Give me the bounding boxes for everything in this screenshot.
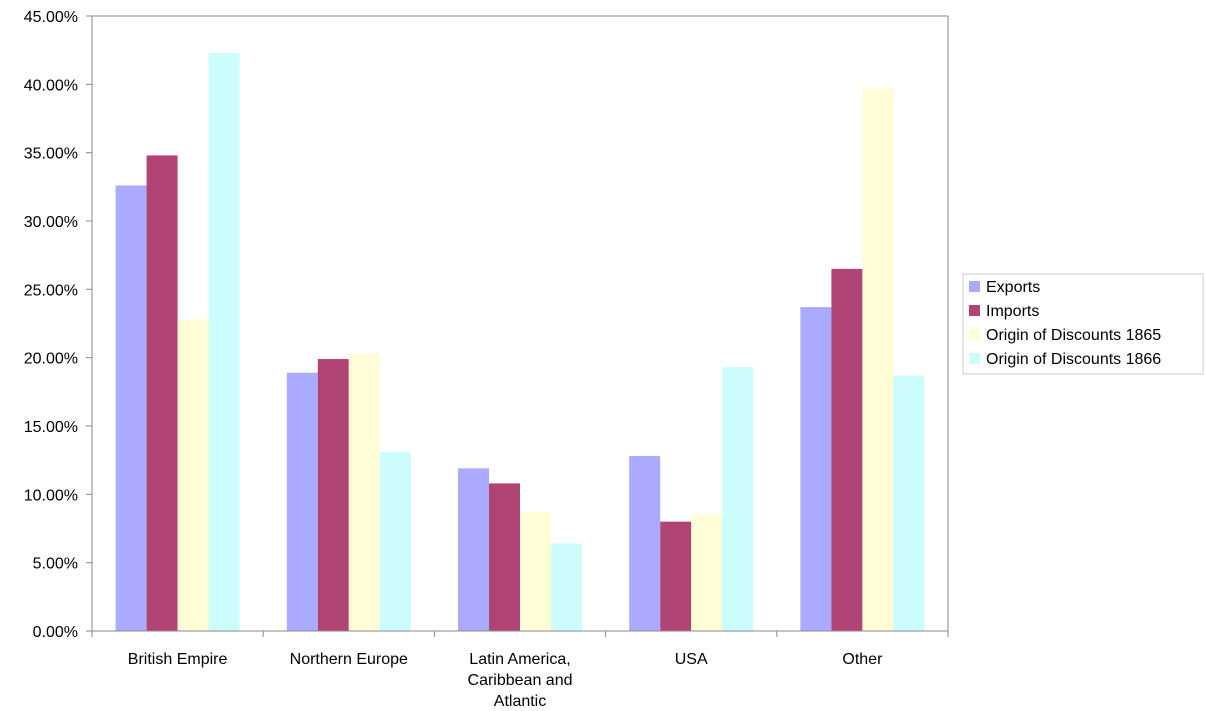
- bar: [317, 359, 349, 631]
- legend-swatch: [969, 281, 980, 292]
- legend-swatch: [969, 353, 980, 364]
- y-tick-label: 40.00%: [24, 77, 78, 94]
- bar: [862, 88, 894, 631]
- x-tick-label: USA: [675, 651, 708, 668]
- y-tick-label: 0.00%: [33, 624, 78, 641]
- bar: [520, 512, 551, 631]
- bars-layer: [115, 52, 925, 631]
- x-tick-label: Northern Europe: [290, 651, 408, 668]
- bar: [800, 307, 832, 631]
- bar: [177, 319, 209, 631]
- y-tick-label: 10.00%: [24, 487, 78, 504]
- y-tick-label: 15.00%: [24, 419, 78, 436]
- bar: [831, 268, 863, 631]
- legend-label: Origin of Discounts 1866: [986, 351, 1161, 368]
- bar: [629, 456, 661, 631]
- legend-label: Imports: [986, 303, 1039, 320]
- bar: [489, 483, 520, 631]
- bar: [551, 543, 582, 631]
- bar: [348, 353, 380, 631]
- bar: [115, 185, 147, 631]
- bar: [379, 451, 411, 631]
- y-tick-label: 45.00%: [24, 9, 78, 26]
- bar: [893, 375, 925, 631]
- legend-label: Exports: [986, 279, 1040, 296]
- x-tick-label: Latin America,: [469, 651, 570, 668]
- bar: [208, 52, 240, 631]
- legend-label: Origin of Discounts 1865: [986, 327, 1161, 344]
- x-tick-label: British Empire: [128, 651, 228, 668]
- y-tick-label: 5.00%: [33, 556, 78, 573]
- x-tick-label: Other: [842, 651, 883, 668]
- y-tick-label: 30.00%: [24, 214, 78, 231]
- bar: [146, 155, 178, 631]
- x-tick-label: Atlantic: [494, 693, 546, 710]
- y-tick-label: 25.00%: [24, 282, 78, 299]
- axes-layer: 0.00% 5.00% 10.00% 15.00% 20.00% 25.00% 30.00%…: [24, 9, 949, 710]
- x-tick-label: Caribbean and: [468, 672, 573, 689]
- y-tick-label: 35.00%: [24, 146, 78, 163]
- bar: [286, 372, 318, 631]
- bar: [458, 468, 489, 631]
- legend: Exports Imports Origin of Discounts 1865 Or…: [962, 273, 1204, 375]
- bar: [660, 521, 692, 631]
- bar: [691, 514, 723, 631]
- bar: [722, 367, 754, 631]
- y-tick-label: 20.00%: [24, 351, 78, 368]
- legend-box: [962, 273, 1204, 375]
- legend-swatch: [969, 305, 980, 316]
- legend-swatch: [969, 329, 980, 340]
